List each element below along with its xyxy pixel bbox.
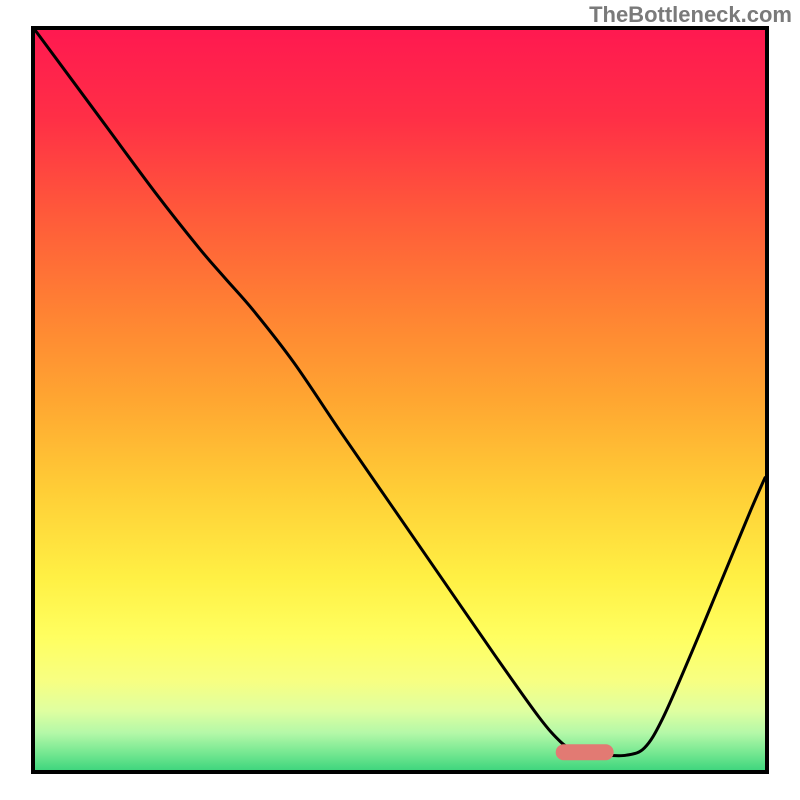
watermark-label: TheBottleneck.com [589, 2, 792, 28]
chart-container: TheBottleneck.com [0, 0, 800, 800]
bottleneck-chart [0, 0, 800, 800]
chart-background-gradient [35, 30, 765, 770]
optimal-range-marker [556, 744, 614, 760]
